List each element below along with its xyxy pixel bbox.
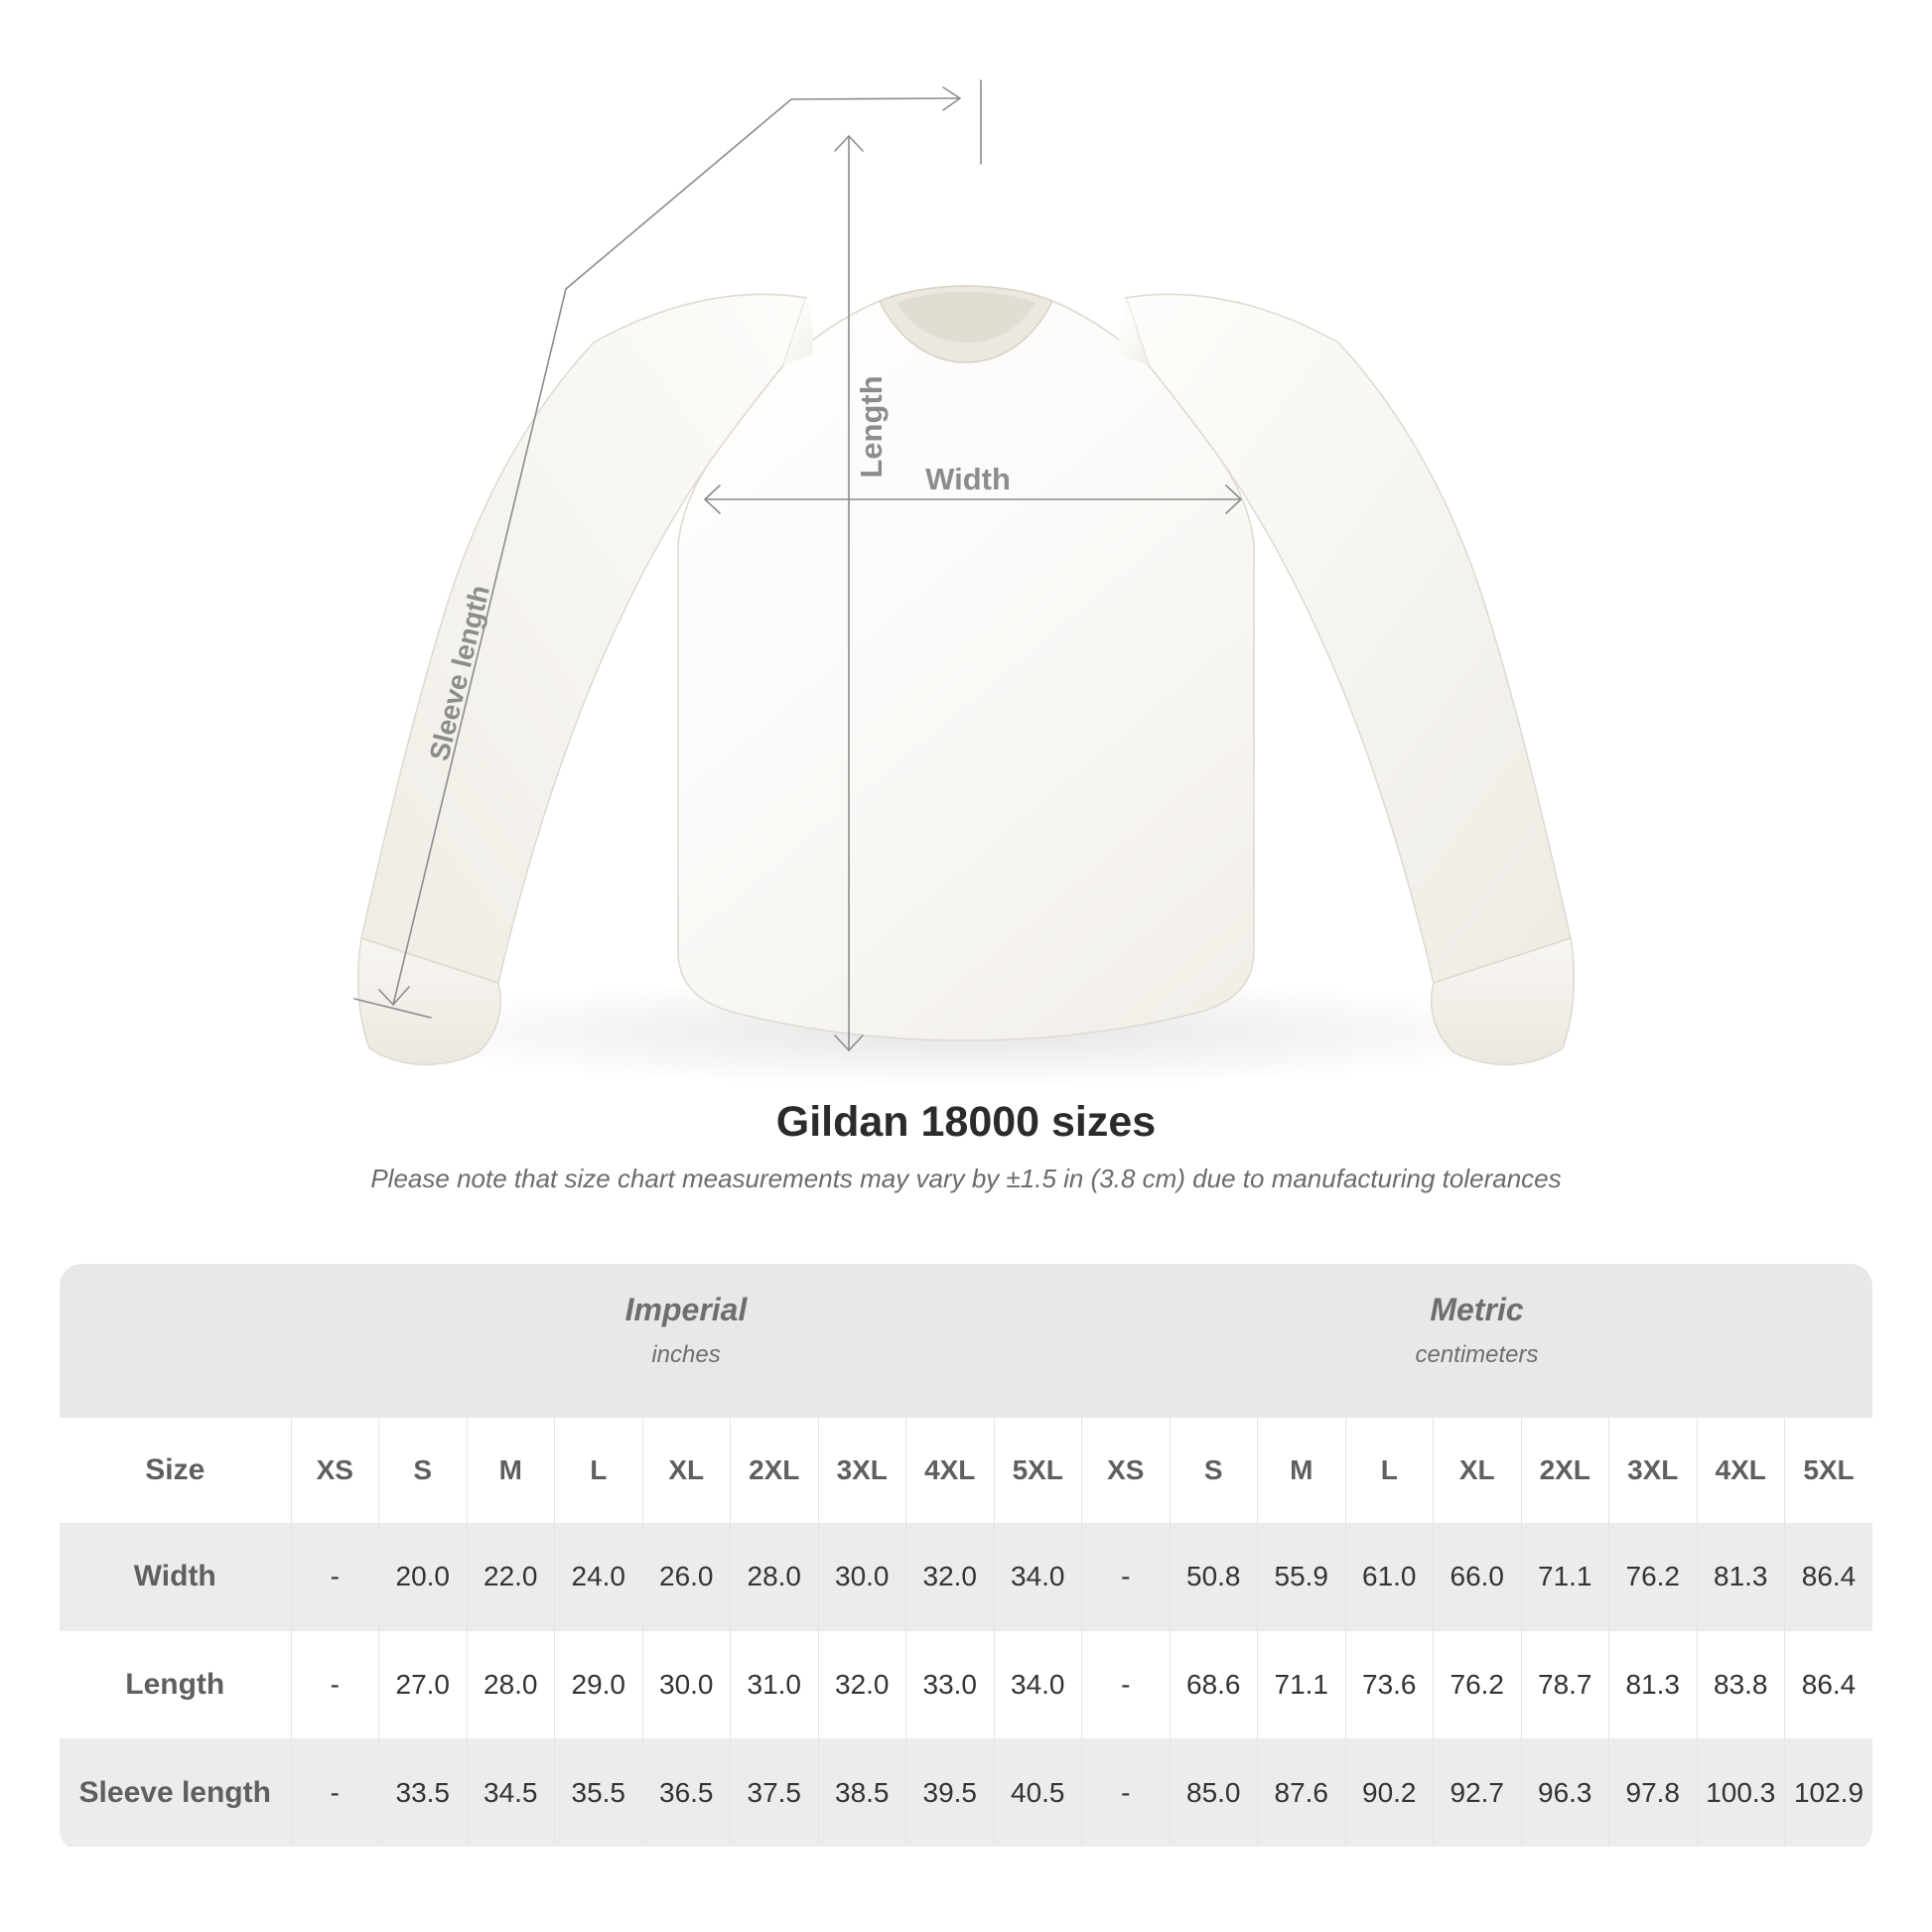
svg-text:Length: Length <box>854 375 889 478</box>
svg-text:Width: Width <box>925 462 1011 496</box>
